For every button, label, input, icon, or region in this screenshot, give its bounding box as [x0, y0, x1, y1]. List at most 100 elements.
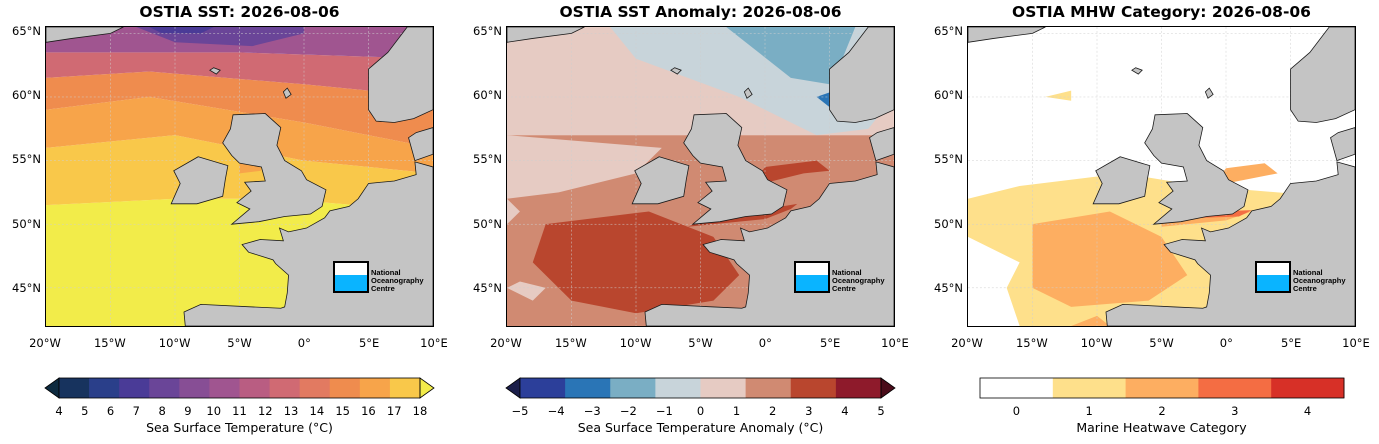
logo-line: Centre [371, 284, 395, 293]
logo-line: National [1293, 268, 1323, 277]
anomaly-map [506, 26, 895, 327]
colorbar-frame [979, 377, 1345, 399]
logo-line: Oceanography [371, 276, 424, 285]
colorbar-segment [835, 378, 882, 398]
colorbar-segment [269, 378, 301, 398]
sst-region [46, 52, 433, 97]
land-mass [170, 156, 229, 205]
lon-tick-label: 5°W [688, 336, 713, 350]
logo-line: Oceanography [832, 276, 885, 285]
land-mass [1144, 113, 1249, 225]
colorbar [44, 377, 435, 399]
colorbar-tick-label: 10 [206, 404, 222, 418]
lon-tick-label: 10°E [1342, 336, 1370, 350]
lat-tick-label: 50°N [934, 216, 963, 231]
mhw-region [1045, 90, 1072, 101]
colorbar-frame [519, 377, 882, 399]
lon-tick-label: 15°W [93, 336, 126, 350]
land-mass [631, 156, 690, 205]
colorbar-tick-label: 17 [386, 404, 402, 418]
colorbar-tick-label: 2 [769, 404, 777, 418]
land-mass [282, 87, 292, 99]
land-mass [1204, 87, 1214, 99]
logo-line: Centre [1293, 284, 1317, 293]
land-mass [408, 127, 433, 162]
lon-tick-label: 20°W [490, 336, 522, 350]
lon-tick-label: 15°W [554, 336, 587, 350]
mhw-region [1071, 315, 1110, 326]
colorbar-tick-label: 6 [106, 404, 115, 418]
noc-logo [1255, 261, 1291, 293]
map-canvas [46, 27, 433, 326]
land-mass [670, 67, 682, 75]
noc-logo-text: National Oceanography Centre [832, 269, 885, 293]
lat-tick-label: 60°N [12, 88, 41, 103]
lon-tick-label: 10°W [158, 336, 191, 350]
lat-tick-label: 45°N [473, 280, 502, 295]
colorbar-tick-label: 1 [1085, 404, 1093, 418]
colorbar-segment [1125, 378, 1199, 398]
lon-tick-label: 10°W [619, 336, 652, 350]
colorbar-segment [745, 378, 792, 398]
colorbar-tick-label: −4 [547, 404, 565, 418]
land-mass [644, 161, 894, 326]
lat-tick-label: 65°N [473, 24, 502, 39]
lon-tick-label: 5°W [227, 336, 252, 350]
colorbar-segment [239, 378, 271, 398]
panel-title: OSTIA MHW Category: 2026-08-06 [1012, 3, 1311, 21]
lat-tick-label: 45°N [12, 280, 41, 295]
lat-tick-label: 55°N [934, 152, 963, 167]
noc-logo [794, 261, 830, 293]
colorbar-tick-label: 5 [81, 404, 89, 418]
colorbar-tick-label: 18 [412, 404, 428, 418]
land-mass [743, 87, 753, 99]
colorbar-tick-label: 12 [257, 404, 273, 418]
land-mass [368, 27, 433, 123]
logo-line: National [371, 268, 401, 277]
map-canvas [507, 27, 894, 326]
colorbar-tick-label: 15 [335, 404, 350, 418]
anomaly-region [726, 27, 856, 85]
colorbar-segment [1198, 378, 1272, 398]
lat-tick-label: 60°N [934, 88, 963, 103]
colorbar-segment [655, 378, 701, 398]
noc-logo-text: National Oceanography Centre [1293, 269, 1346, 293]
colorbar-tick-label: −2 [619, 404, 637, 418]
lon-tick-label: 20°W [29, 336, 61, 350]
colorbar-segment [59, 378, 90, 398]
colorbar-tick-label: 14 [309, 404, 325, 418]
lat-tick-label: 50°N [12, 216, 41, 231]
colorbar-segment [565, 378, 611, 398]
mhw-map [967, 26, 1356, 327]
anomaly-region [507, 198, 520, 225]
lon-tick-label: 0° [758, 336, 772, 350]
lon-tick-label: 10°W [1080, 336, 1113, 350]
lat-tick-label: 45°N [934, 280, 963, 295]
colorbar-tick-label: 4 [1303, 404, 1312, 418]
land-mass [683, 113, 788, 225]
colorbar-tick-label: 5 [877, 404, 885, 418]
colorbar-tick-label: 13 [283, 404, 299, 418]
logo-line: Oceanography [1293, 276, 1346, 285]
land-mass [209, 67, 221, 75]
land-mass [869, 127, 894, 162]
colorbar [979, 377, 1345, 399]
land-mass [968, 27, 1046, 43]
land-mass [1290, 27, 1355, 123]
logo-line: Centre [832, 284, 856, 293]
colorbar-label-mhw: Marine Heatwave Category [1076, 420, 1247, 435]
colorbar-segment [520, 378, 566, 398]
land-mass [222, 113, 327, 225]
lat-tick-label: 65°N [12, 24, 41, 39]
colorbar-segment [790, 378, 837, 398]
lon-tick-label: 0° [297, 336, 311, 350]
colorbar-extend-min [505, 377, 521, 399]
colorbar-segment [89, 378, 120, 398]
colorbar-tick-label: 8 [158, 404, 166, 418]
lon-tick-label: 10°E [881, 336, 909, 350]
colorbar-tick-label: 3 [1231, 404, 1239, 418]
panel-title: OSTIA SST: 2026-08-06 [139, 3, 340, 21]
colorbar-extend-max [880, 377, 896, 399]
lat-tick-label: 60°N [473, 88, 502, 103]
lat-tick-label: 50°N [473, 216, 502, 231]
